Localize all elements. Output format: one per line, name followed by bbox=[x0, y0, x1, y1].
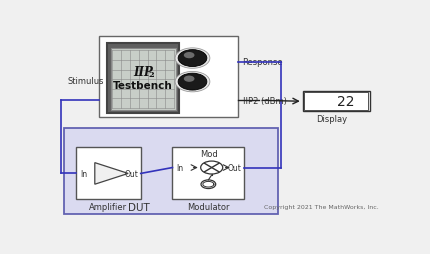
Circle shape bbox=[178, 74, 206, 91]
Text: IIP: IIP bbox=[133, 66, 153, 78]
Circle shape bbox=[200, 180, 215, 189]
Polygon shape bbox=[95, 163, 128, 184]
Circle shape bbox=[200, 162, 222, 174]
Text: Display: Display bbox=[316, 115, 347, 124]
Text: DUT: DUT bbox=[128, 202, 150, 212]
Bar bbox=[302, 92, 369, 112]
Text: IIP2 (dBm): IIP2 (dBm) bbox=[242, 97, 286, 105]
Text: Amplifier: Amplifier bbox=[89, 202, 127, 211]
Text: Out: Out bbox=[124, 169, 138, 178]
Text: Mod: Mod bbox=[199, 149, 217, 158]
Bar bbox=[111, 49, 175, 111]
Circle shape bbox=[178, 51, 206, 67]
Bar bbox=[304, 93, 367, 111]
Text: Response: Response bbox=[242, 58, 283, 67]
Text: Copyright 2021 The MathWorks, Inc.: Copyright 2021 The MathWorks, Inc. bbox=[263, 204, 378, 209]
Text: Testbench: Testbench bbox=[113, 81, 173, 91]
Circle shape bbox=[183, 76, 194, 83]
Bar bbox=[107, 44, 179, 114]
Bar bbox=[75, 148, 140, 200]
Text: 22: 22 bbox=[337, 95, 354, 109]
Text: 2: 2 bbox=[148, 71, 154, 79]
Circle shape bbox=[183, 53, 194, 59]
Circle shape bbox=[175, 49, 209, 69]
Text: In: In bbox=[175, 163, 182, 172]
Text: Out: Out bbox=[227, 163, 241, 172]
Text: Stimulus: Stimulus bbox=[67, 77, 104, 86]
Bar bbox=[172, 148, 244, 200]
Bar bbox=[64, 128, 277, 214]
Circle shape bbox=[175, 72, 209, 92]
Text: Modulator: Modulator bbox=[187, 202, 229, 211]
Bar bbox=[99, 37, 237, 118]
Text: In: In bbox=[80, 169, 87, 178]
